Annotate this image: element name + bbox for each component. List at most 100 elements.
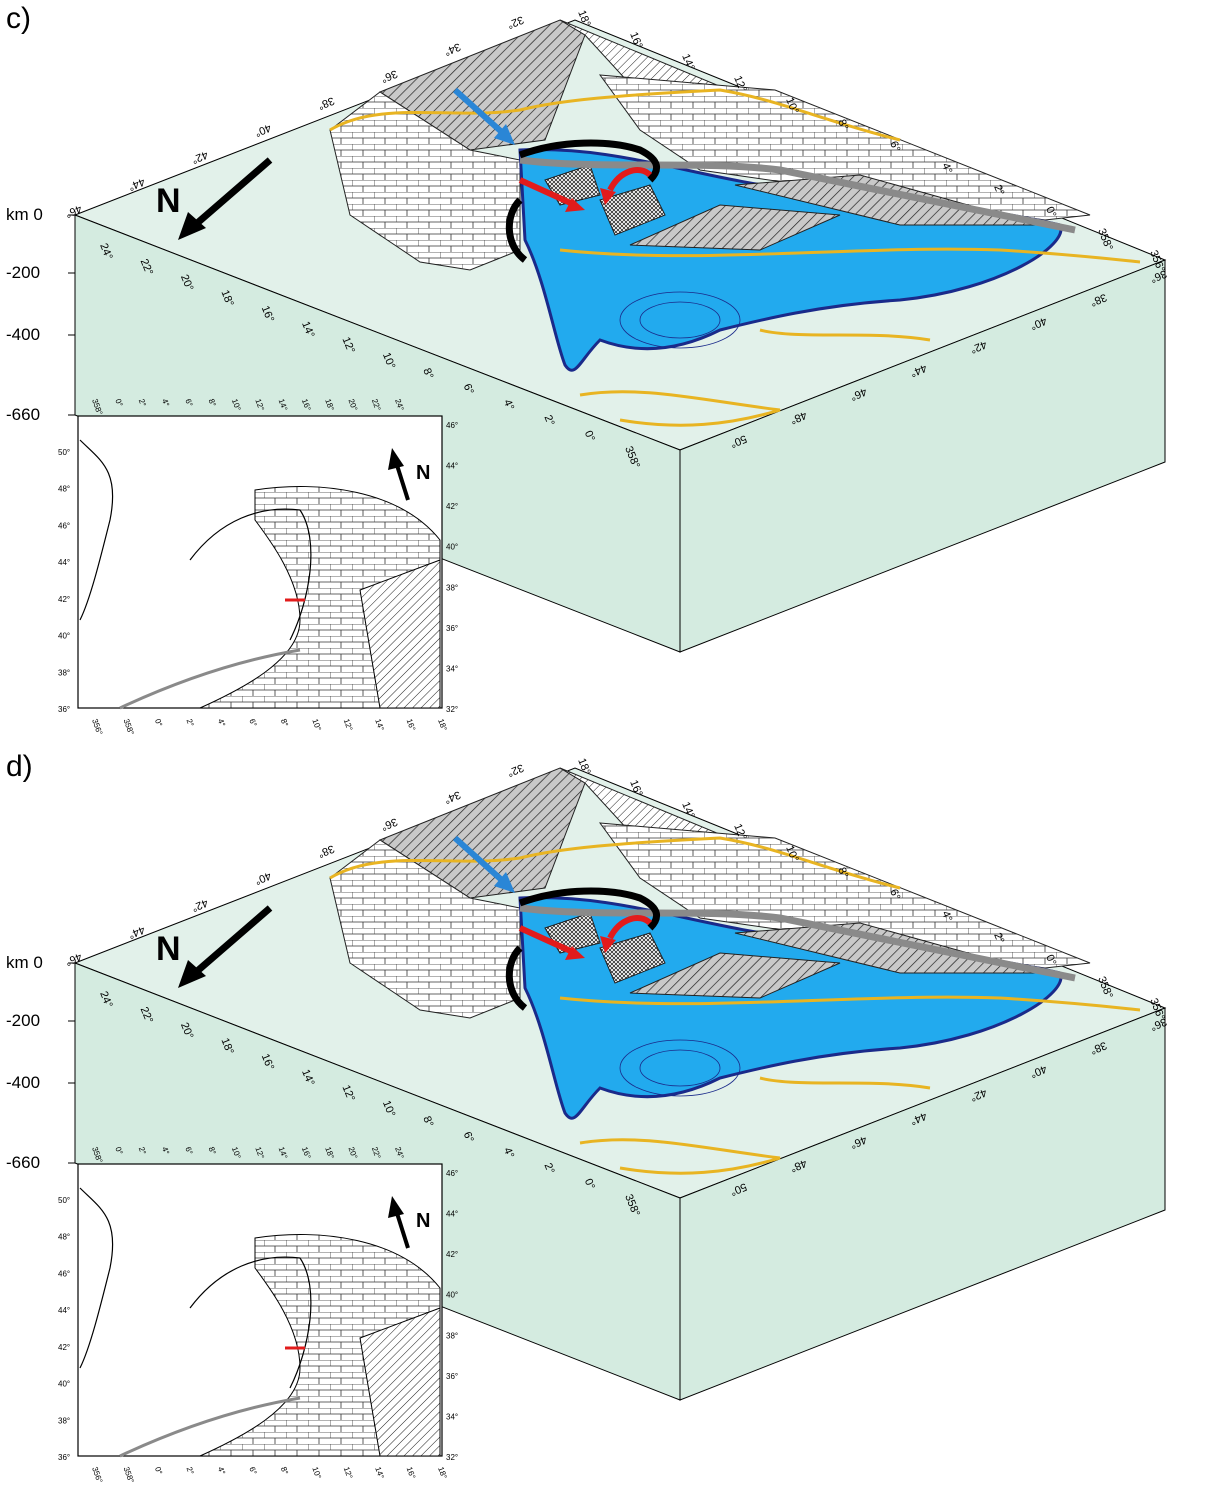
- back-lat-tick-5: 42°: [190, 148, 210, 165]
- blue-arrow: [452, 87, 508, 138]
- right-lat-tick-6: 48°: [788, 409, 808, 426]
- inset-bottom-tick-10: 16°: [405, 1466, 418, 1480]
- back-lon-tick-9: 0°: [1043, 953, 1058, 967]
- back-lat-tick-4: 40°: [253, 121, 273, 138]
- inset-bottom-tick-3: 2°: [185, 1466, 196, 1476]
- inset-top-tick-13: 24°: [393, 398, 406, 412]
- back-lon-tick-4: 10°: [783, 844, 800, 864]
- slab-swirl: [619, 291, 741, 349]
- inset-top-tick-5: 8°: [207, 1146, 218, 1156]
- inset-left-tick-6: 38°: [58, 668, 70, 677]
- block-diagram: 18° 16° 14° 12° 10° 8° 6° 4° 2° 0° 358° 356° 32° 34° 3…: [58, 757, 1168, 1485]
- red-arrow-2: [607, 915, 653, 940]
- hatched-basin-2: [629, 952, 841, 999]
- front-lon-tick-6: 12°: [340, 1083, 357, 1103]
- inset-bottom-tick-9: 14°: [373, 718, 386, 732]
- back-lon-tick-2: 14°: [679, 52, 696, 72]
- red-arrow-2: [607, 167, 653, 192]
- carbonate-platform-east: [598, 822, 1091, 969]
- back-lat-tick-5: 42°: [190, 896, 210, 913]
- back-lon-tick-6: 6°: [887, 140, 902, 154]
- inset-bottom-tick-4: 4°: [216, 718, 227, 728]
- inset-right-tick-7: 32°: [446, 705, 458, 714]
- inset-left-tick-1: 48°: [58, 1233, 70, 1242]
- inset-right-tick-0: 46°: [446, 1169, 458, 1178]
- inset-north-arrow: [388, 448, 410, 501]
- inset-top-tick-11: 20°: [347, 398, 360, 412]
- slab-swirl: [619, 1039, 741, 1097]
- back-lon-tick-9: 0°: [1043, 205, 1058, 219]
- inset-left-tick-1: 48°: [58, 485, 70, 494]
- front-lon-tick-6: 12°: [340, 335, 357, 355]
- inset-left-tick-3: 44°: [58, 558, 70, 567]
- inset-bottom-tick-11: 18°: [436, 1466, 449, 1480]
- trench-gray: [519, 904, 1076, 982]
- inset-bottom-tick-2: 0°: [153, 718, 164, 728]
- panel-label: c): [6, 2, 31, 35]
- hatched-basin-2: [629, 204, 841, 251]
- inset-bottom-tick-6: 8°: [279, 718, 290, 728]
- right-lat-tick-3: 42°: [968, 1086, 988, 1103]
- front-lon-tick-3: 18°: [218, 288, 235, 308]
- front-lon-tick-4: 16°: [259, 1052, 276, 1072]
- inset-left-tick-2: 46°: [58, 1269, 70, 1278]
- back-lon-tick-2: 14°: [679, 800, 696, 820]
- inset-top-tick-9: 16°: [300, 1146, 313, 1160]
- inset-bottom-tick-7: 10°: [310, 718, 323, 732]
- inset-top-tick-1: 0°: [113, 1146, 124, 1156]
- coastline: [329, 836, 901, 890]
- inset-top-tick-2: 2°: [137, 1146, 148, 1156]
- inset-left-tick-3: 44°: [58, 1306, 70, 1315]
- inset-bottom-tick-6: 8°: [279, 1466, 290, 1476]
- inset-bottom-tick-9: 14°: [373, 1466, 386, 1480]
- back-lat-tick-1: 34°: [442, 40, 462, 57]
- front-lon-tick-8: 8°: [420, 367, 435, 381]
- right-lat-tick-5: 46°: [848, 385, 868, 402]
- inset-right-tick-6: 34°: [446, 664, 458, 673]
- back-lon-tick-1: 16°: [627, 778, 644, 798]
- inset-bottom-tick-7: 10°: [310, 1466, 323, 1480]
- back-lon-tick-3: 12°: [731, 74, 748, 94]
- inset-left-tick-6: 38°: [58, 1416, 70, 1425]
- coastline: [329, 88, 901, 142]
- inset-top-tick-10: 18°: [323, 1146, 336, 1160]
- inset-north-arrow: [388, 1196, 410, 1249]
- front-lon-tick-5: 14°: [299, 320, 316, 340]
- right-lat-tick-2: 40°: [1028, 1062, 1048, 1079]
- motion-arrows: [452, 87, 653, 212]
- back-lon-tick-1: 16°: [627, 30, 644, 50]
- inset-right-tick-1: 44°: [446, 462, 458, 471]
- carbonate-platform-east: [598, 74, 1091, 221]
- front-lon-tick-3: 18°: [218, 1036, 235, 1056]
- inset-left-tick-7: 36°: [58, 1453, 70, 1462]
- inset-bottom-tick-0: 356°: [90, 1466, 104, 1485]
- inset-top-tick-1: 0°: [113, 398, 124, 408]
- red-arrow-1: [518, 177, 577, 208]
- inset-right-tick-4: 38°: [446, 583, 458, 592]
- inset-top-tick-12: 22°: [370, 1146, 383, 1160]
- red-arrow-1: [518, 925, 577, 956]
- front-lon-tick-8: 8°: [420, 1115, 435, 1129]
- inset-top-tick-12: 22°: [370, 398, 383, 412]
- inset-left-tick-0: 50°: [58, 1196, 70, 1205]
- inset-bottom-tick-5: 6°: [247, 718, 258, 728]
- back-lat-tick-6: 44°: [127, 175, 147, 192]
- right-lat-tick-4: 44°: [908, 1110, 928, 1127]
- inset-right-tick-3: 40°: [446, 543, 458, 552]
- inset-left-tick-2: 46°: [58, 521, 70, 530]
- inset-top-tick-6: 10°: [230, 398, 243, 412]
- back-lon-tick-8: 2°: [991, 931, 1006, 945]
- inset-left-tick-0: 50°: [58, 448, 70, 457]
- back-lat-tick-2: 36°: [379, 815, 399, 832]
- front-lon-tick-12: 0°: [582, 429, 597, 443]
- front-lon-tick-1: 22°: [138, 257, 155, 277]
- back-lat-tick-0: 32°: [505, 761, 525, 778]
- right-lat-tick-3: 42°: [968, 338, 988, 355]
- depth-label-0: km 0: [6, 205, 43, 224]
- inset-bottom-tick-5: 6°: [247, 1466, 258, 1476]
- inset-right-tick-5: 36°: [446, 624, 458, 633]
- inset-bottom-tick-8: 12°: [342, 718, 355, 732]
- back-lon-tick-3: 12°: [731, 822, 748, 842]
- inset-right-tick-5: 36°: [446, 1372, 458, 1381]
- trench-black: [505, 887, 660, 1011]
